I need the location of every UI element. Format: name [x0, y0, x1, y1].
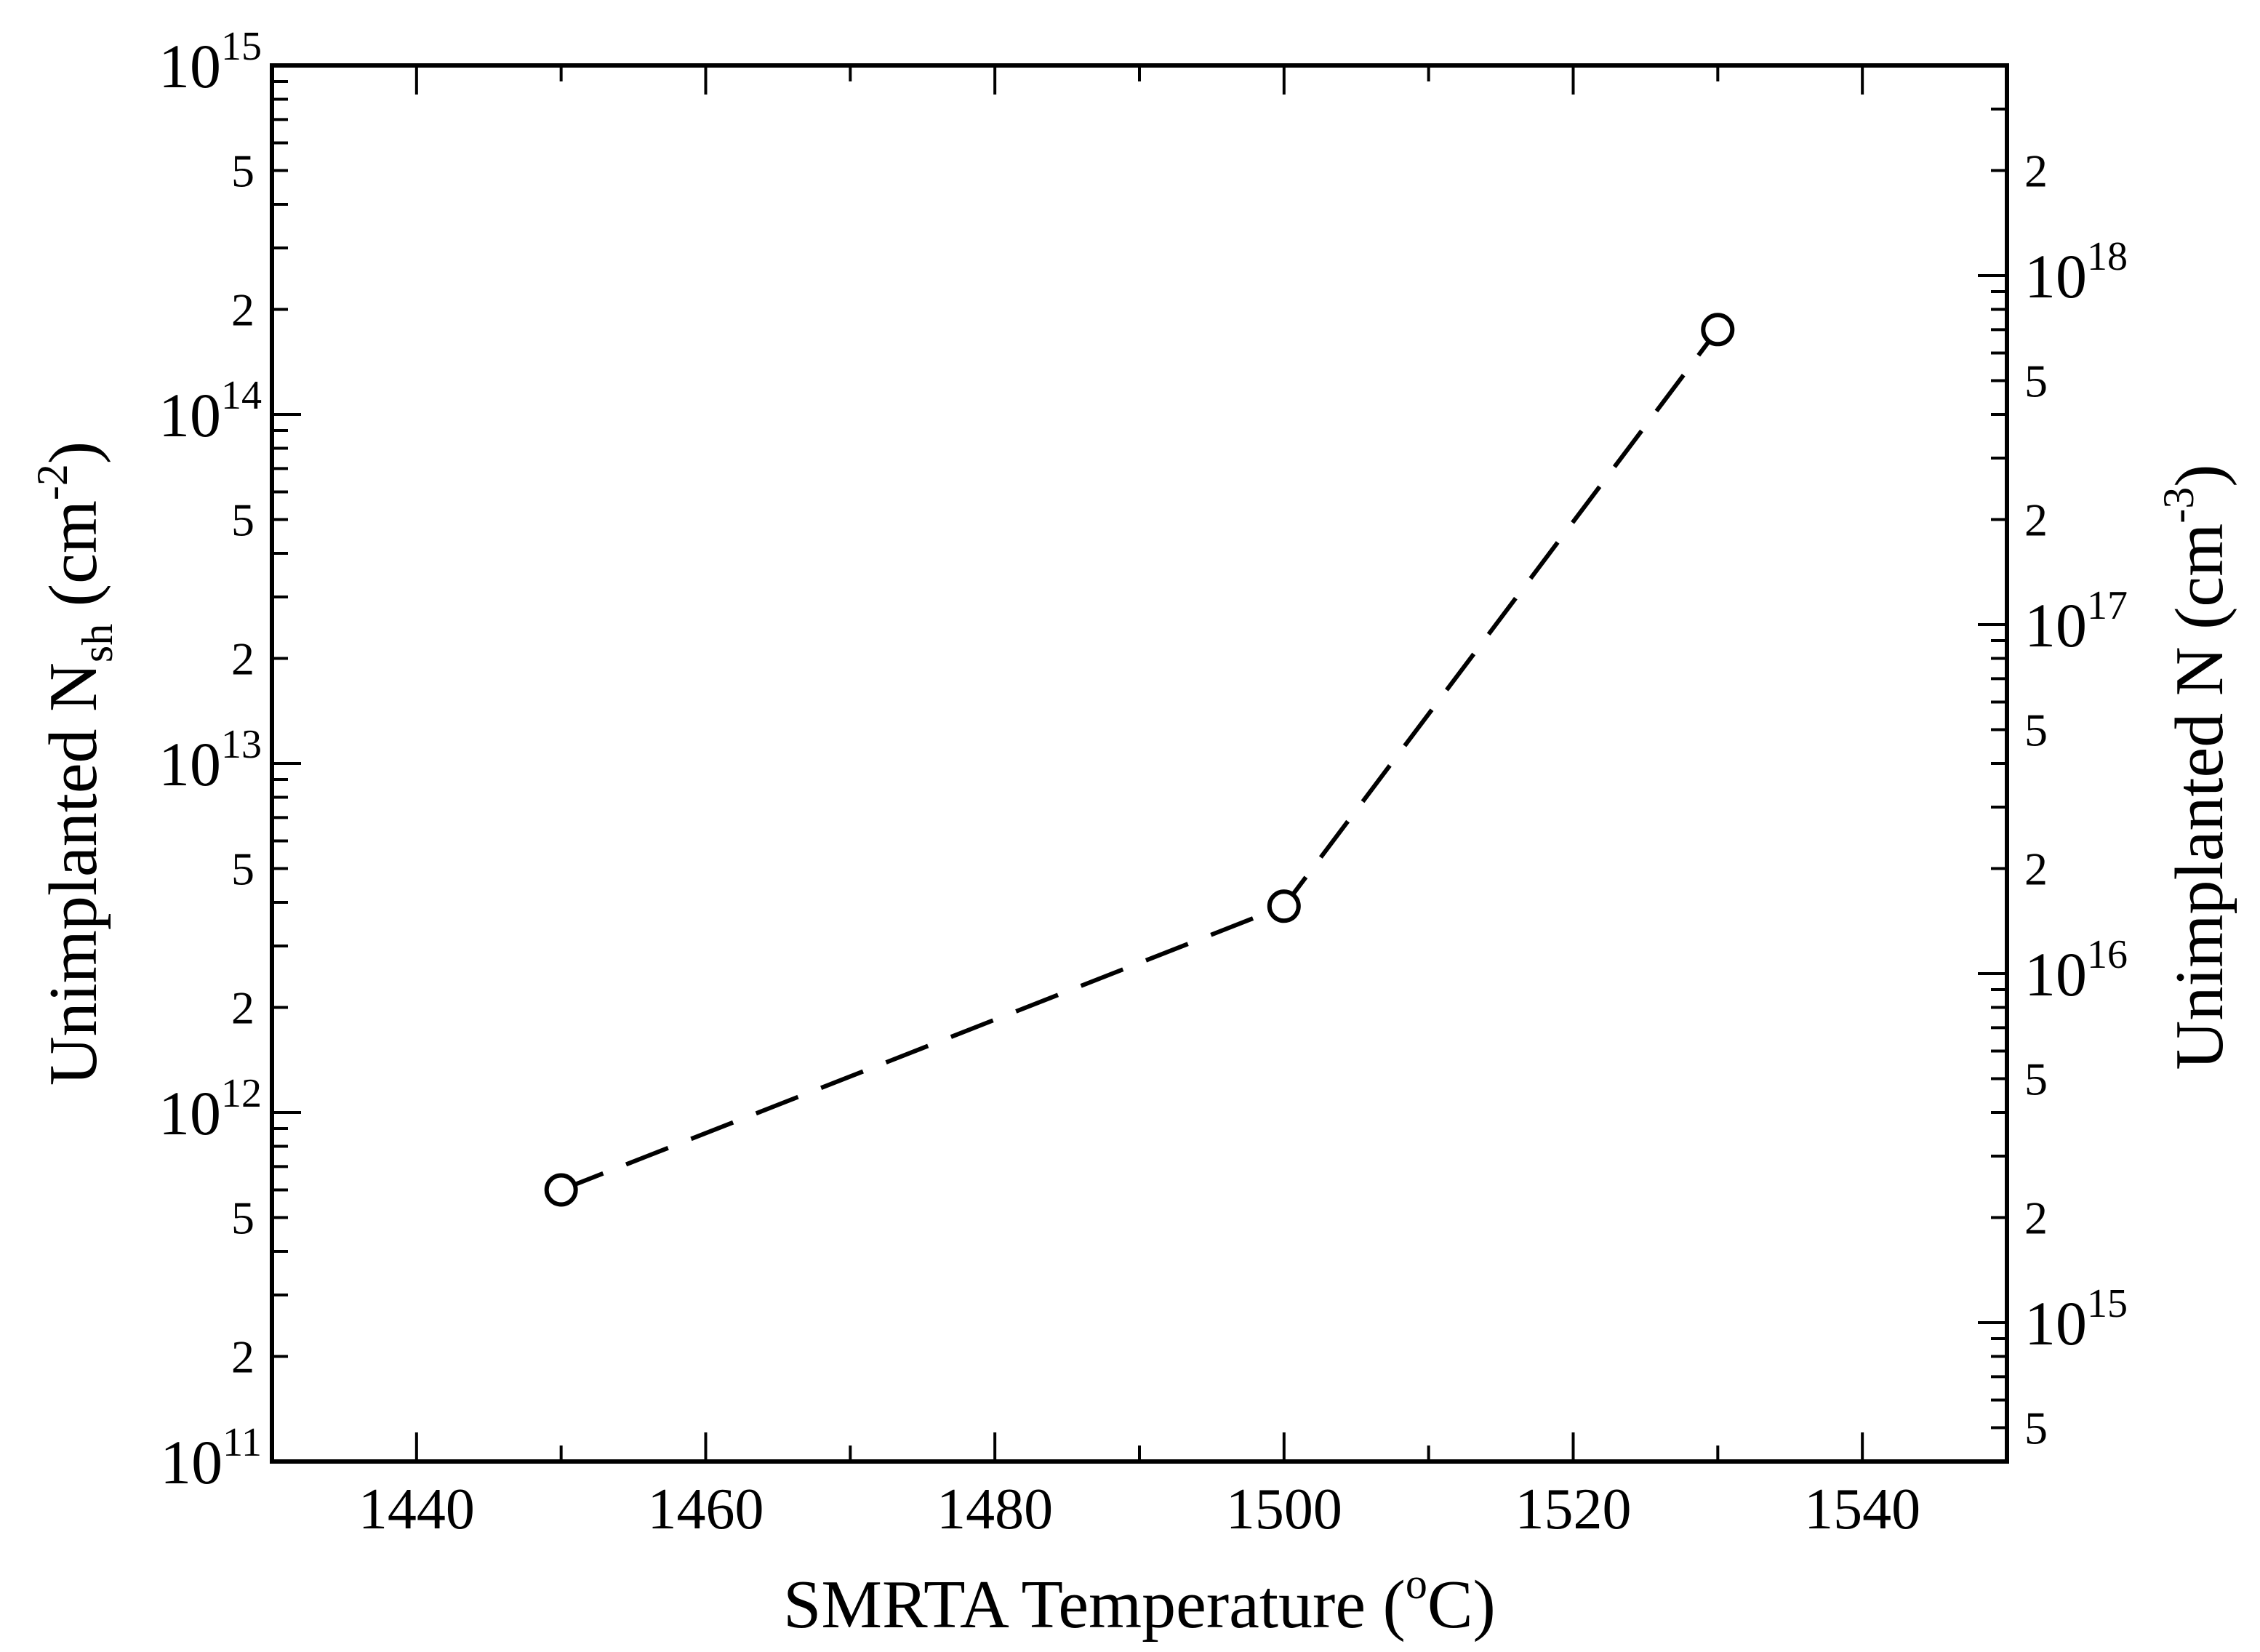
y-left-label-tail: ) [36, 441, 111, 464]
y-right-minor-label: 5 [2024, 355, 2048, 406]
y-left-decade-label: 1012 [159, 1071, 262, 1148]
y-left-decade-label: 1015 [159, 24, 262, 101]
x-tick-label: 1460 [648, 1477, 764, 1541]
y-right-minor-label: 2 [2024, 494, 2048, 545]
plot-frame [270, 63, 2009, 1464]
y-right-minor-label: 2 [2024, 1192, 2048, 1243]
x-axis-label-tail: C) [1427, 1567, 1496, 1643]
y-left-minor-label: 2 [231, 982, 255, 1034]
y-axis-label-right: Unimplanted N (cm-3) [2155, 464, 2237, 1070]
y-left-minor-label: 2 [231, 633, 255, 685]
y-left-decade-label: 1011 [160, 1420, 262, 1497]
data-point [1267, 889, 1301, 923]
y-left-minor-label: 2 [231, 284, 255, 336]
y-left-minor-label: 5 [231, 494, 255, 545]
data-point [544, 1173, 578, 1207]
y-left-minor-label: 2 [231, 1331, 255, 1383]
y-axis-label-left: Unimplanted Nsh (cm-2) [28, 441, 121, 1086]
y-right-minor-label: 5 [2024, 1402, 2048, 1453]
y-right-minor-label: 5 [2024, 1053, 2048, 1104]
x-axis-label-main: SMRTA Temperature ( [783, 1567, 1406, 1643]
y-left-minor-label: 5 [231, 145, 255, 196]
series-layer [544, 313, 1735, 1207]
x-tick-label: 1520 [1515, 1477, 1632, 1541]
tick-labels: 1440 1460 1480 1500 1520 1540 2 5 2 5 2 5 2 5 1011 1012… [159, 24, 2128, 1541]
axis-ticks [271, 64, 2008, 1463]
y-left-decade-label: 1013 [159, 722, 262, 799]
y-right-decade-label: 1018 [2024, 234, 2128, 311]
x-tick-label: 1440 [358, 1477, 475, 1541]
x-tick-label: 1540 [1804, 1477, 1920, 1541]
y-left-label-main: Unimplanted N [36, 662, 111, 1086]
x-axis-label-sup: o [1406, 1560, 1427, 1608]
y-right-minor-label: 5 [2024, 704, 2048, 755]
y-right-label-main: Unimplanted N (cm [2162, 524, 2237, 1070]
y-left-label-sup: -2 [28, 464, 76, 500]
y-right-minor-label: 2 [2024, 145, 2048, 196]
y-left-decade-label: 1014 [159, 373, 262, 450]
y-left-minor-label: 5 [231, 843, 255, 894]
y-right-minor-label: 2 [2024, 843, 2048, 894]
y-right-decade-label: 1016 [2024, 932, 2128, 1009]
series-line [560, 328, 1720, 1192]
y-right-decade-label: 1017 [2024, 583, 2128, 660]
y-left-label-sub: sh [73, 624, 121, 662]
x-tick-label: 1500 [1226, 1477, 1342, 1541]
y-left-minor-label: 5 [231, 1192, 255, 1243]
x-axis-label: SMRTA Temperature (oC) [783, 1560, 1496, 1643]
y-right-label-sup: -3 [2155, 487, 2203, 524]
y-right-decade-label: 1015 [2024, 1281, 2128, 1358]
x-tick-label: 1480 [937, 1477, 1053, 1541]
y-right-label-tail: ) [2162, 464, 2237, 486]
data-point [1701, 313, 1735, 347]
y-left-label-mid: (cm [36, 500, 111, 624]
